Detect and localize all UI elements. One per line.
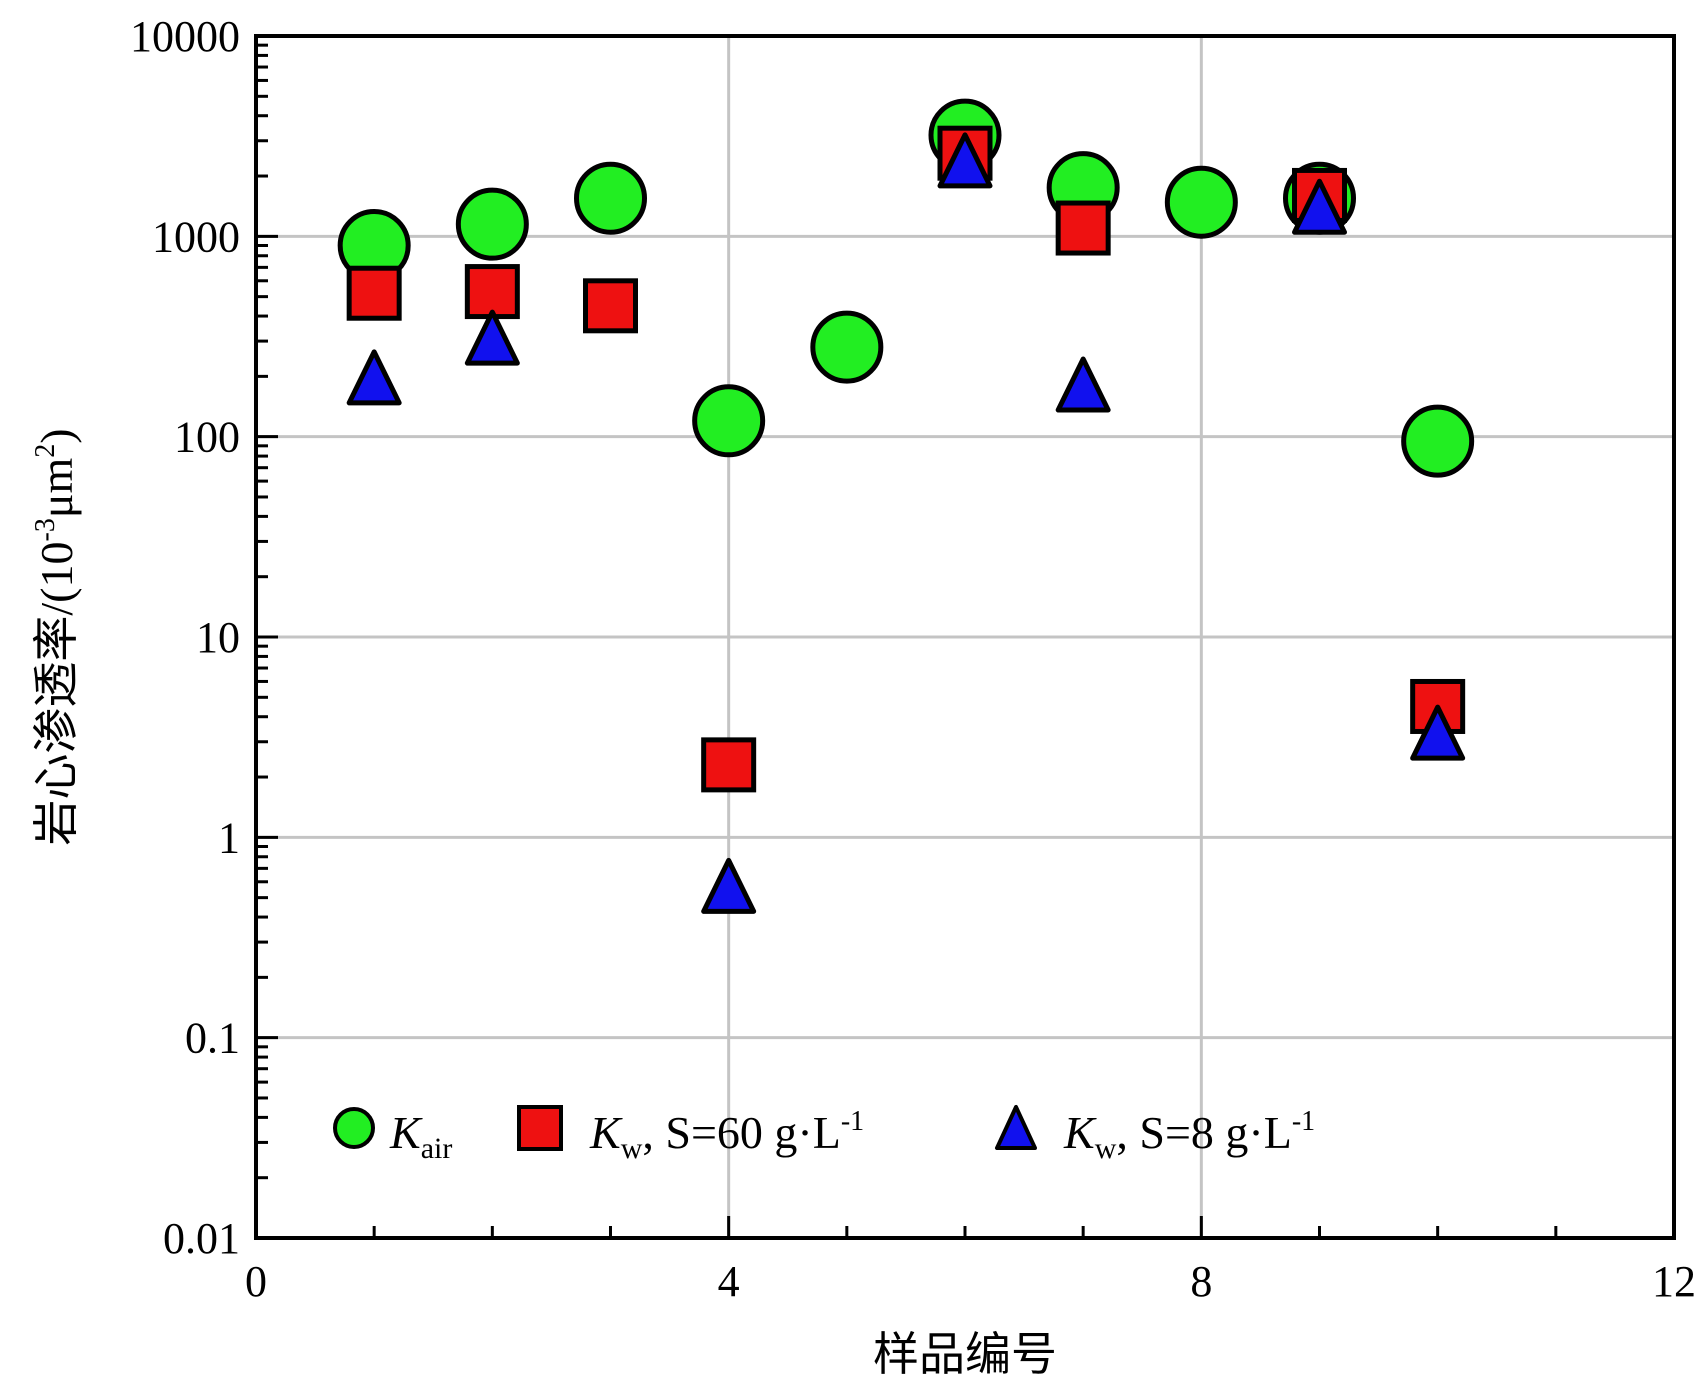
y-axis-title-sup-square: 2	[30, 444, 61, 458]
x-tick-label: 0	[245, 1257, 267, 1306]
kw-8-point	[701, 857, 757, 914]
y-tick-label: 10000	[130, 12, 240, 61]
legend-label-kw-60: Kw, S=60 g·L-1	[589, 1106, 864, 1165]
kw-60-point	[701, 737, 757, 793]
x-axis-title: 样品编号	[873, 1329, 1057, 1380]
kair-point	[574, 161, 647, 235]
x-tick-label: 12	[1652, 1257, 1696, 1306]
y-tick-label: 1000	[152, 212, 240, 261]
kw-8-point	[346, 349, 402, 406]
legend-kw60-main: K	[589, 1107, 623, 1158]
x-tick-label: 8	[1190, 1257, 1212, 1306]
legend-item-kair: Kair	[333, 1107, 452, 1165]
y-axis-title-unit: μm	[31, 458, 82, 519]
y-axis-title: 岩心渗透率/(10-3μm2)	[30, 428, 82, 845]
y-tick-label: 0.1	[185, 1014, 240, 1063]
plot-frame	[254, 34, 1676, 1240]
legend-kw8-sup: -1	[1292, 1106, 1315, 1137]
legend: Kair Kw, S=60 g·L-1 Kw, S=8 g·L-1	[333, 1105, 1315, 1165]
kw-60-point	[464, 264, 520, 320]
legend-kair-main: K	[389, 1107, 423, 1158]
legend-kair-sub: air	[421, 1132, 453, 1165]
kair-point	[1401, 404, 1475, 478]
kw-60-point	[583, 278, 638, 334]
y-tick-labels: 0.01 0.1 1 10 100 1000 10000	[130, 12, 240, 1263]
legend-circle-marker	[333, 1107, 375, 1149]
legend-kw8-rest: , S=8 g·L	[1116, 1107, 1291, 1158]
x-tick-labels: 0 4 8 12	[245, 1257, 1696, 1306]
legend-square-marker	[517, 1105, 563, 1151]
y-tick-label: 0.01	[163, 1214, 240, 1263]
legend-label-kw-8: Kw, S=8 g·L-1	[1063, 1106, 1315, 1165]
legend-kw60-sup: -1	[841, 1106, 864, 1137]
legend-kw60-rest: , S=60 g·L	[642, 1107, 840, 1158]
y-axis-title-prefix: 岩心渗透率/(10	[31, 542, 82, 846]
x-tick-label: 4	[718, 1257, 740, 1306]
kw-60-point	[346, 265, 402, 321]
legend-kw8-sub: w	[1095, 1132, 1117, 1165]
kw-8-point	[464, 309, 520, 366]
y-tick-label: 1	[218, 813, 240, 862]
kw-8-point	[1292, 178, 1347, 235]
legend-triangle-marker	[995, 1105, 1037, 1150]
legend-item-kw-8: Kw, S=8 g·L-1	[995, 1105, 1315, 1165]
kw-8-point	[1410, 704, 1466, 761]
legend-kw8-main: K	[1063, 1107, 1097, 1158]
y-axis-title-sup-exponent: -3	[30, 518, 61, 541]
y-tick-label: 100	[174, 413, 240, 462]
kair-point	[810, 310, 884, 384]
y-tick-label: 10	[196, 613, 240, 662]
legend-item-kw-60: Kw, S=60 g·L-1	[517, 1105, 864, 1165]
kair-point	[692, 384, 766, 458]
y-axis-title-suffix: )	[31, 428, 82, 443]
legend-label-kair: Kair	[389, 1107, 452, 1165]
kw-8-point	[937, 132, 993, 189]
legend-kw60-sub: w	[621, 1132, 643, 1165]
kw-60-point	[1055, 200, 1111, 256]
data-markers	[337, 98, 1475, 914]
kair-point	[1164, 165, 1238, 239]
kw-8-point	[1055, 356, 1111, 413]
kair-point	[455, 187, 529, 261]
